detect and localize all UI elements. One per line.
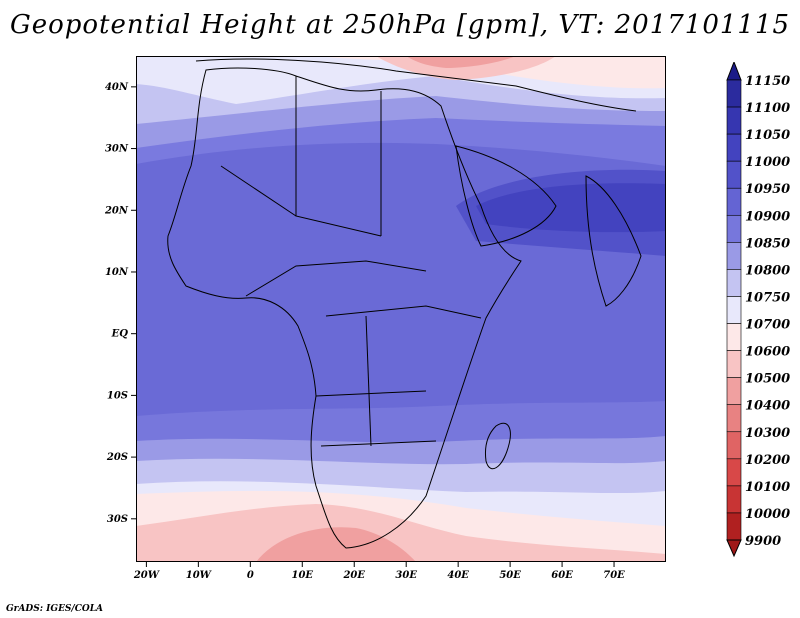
colorbar-swatch (726, 106, 742, 135)
colorbar-swatch (726, 133, 742, 162)
colorbar-swatch (726, 269, 742, 297)
colorbar-swatch (726, 242, 742, 270)
border-8 (365, 315, 372, 447)
lat-tick-label: 10S (107, 390, 128, 401)
colorbar-label: 10400 (745, 399, 790, 414)
colorbar-swatch (726, 431, 742, 460)
lat-tick-label: 30S (107, 514, 128, 525)
band-south-7 (256, 527, 416, 562)
colorbar: 11150 11100 11050 11000 10950 10900 10850 10800… (726, 62, 790, 558)
lon-tick-label: 70E (603, 570, 625, 581)
colorbar-label: 10750 (745, 290, 790, 305)
europe-coast (195, 58, 637, 112)
lat-tick-label: 20N (104, 205, 129, 216)
colorbar-swatch (726, 377, 742, 406)
band-south-6 (136, 504, 666, 562)
border-6 (315, 390, 427, 397)
colorbar-swatch (726, 404, 742, 433)
colorbar-label: 11150 (745, 74, 790, 89)
colorbar-label: 11050 (745, 128, 790, 143)
colorbar-label: 11000 (745, 155, 790, 170)
colorbar-swatch (726, 79, 742, 108)
colorbar-top-arrow (726, 62, 742, 81)
india (585, 175, 642, 307)
lat-tick-label: EQ (111, 329, 129, 340)
colorbar-label: 9900 (745, 534, 781, 549)
lon-tick-label: 0 (247, 570, 254, 581)
lon-tick-label: 50E (499, 570, 521, 581)
high-center-2 (476, 183, 666, 233)
map-frame (136, 56, 666, 562)
arabia (455, 145, 557, 247)
border-5 (325, 305, 482, 319)
lon-tick-label: 40E (447, 570, 469, 581)
geopotential-map (136, 56, 666, 562)
colorbar-swatch (726, 512, 742, 541)
lat-tick-label: 40N (105, 82, 129, 93)
madagascar (485, 422, 511, 470)
lon-tick-label: 10W (186, 570, 213, 581)
africa-outline (167, 67, 522, 549)
colorbar-label: 10500 (745, 372, 790, 387)
colorbar-swatch (726, 458, 742, 487)
grads-credit: GrADS: IGES/COLA (6, 604, 104, 614)
colorbar-swatch (726, 323, 742, 351)
colorbar-bottom-arrow (726, 539, 742, 558)
colorbar-label: 10850 (745, 236, 790, 251)
colorbar-label: 10300 (745, 426, 790, 441)
colorbar-swatch (726, 214, 742, 243)
colorbar-label: 10100 (745, 480, 790, 495)
colorbar-swatch (726, 160, 742, 189)
colorbar-label: 10000 (745, 507, 790, 522)
border-7 (320, 440, 437, 447)
band-north-7 (406, 56, 516, 68)
colorbar-swatch (726, 485, 742, 514)
lat-tick-label: 20S (106, 452, 128, 463)
colorbar-label: 10950 (745, 182, 790, 197)
border-4 (245, 260, 427, 297)
lon-tick-label: 20E (342, 570, 365, 581)
coastlines (167, 58, 642, 549)
colorbar-label: 10200 (745, 453, 790, 468)
colorbar-label: 10800 (745, 263, 790, 278)
lon-tick-label: 20W (133, 570, 161, 581)
lon-tick-label: 30E (395, 570, 417, 581)
colorbar-swatch (726, 350, 742, 378)
map-title: Geopotential Height at 250hPa [gpm], VT:… (9, 10, 791, 40)
colorbar-label: 11100 (745, 101, 790, 116)
lon-tick-label: 60E (551, 570, 573, 581)
colorbar-label: 10900 (745, 209, 790, 224)
lon-tick-label: 10E (292, 570, 314, 581)
lat-tick-label: 10N (105, 267, 129, 278)
colorbar-label: 10700 (745, 318, 790, 333)
border-3 (220, 165, 297, 217)
colorbar-swatch (726, 296, 742, 324)
colorbar-label: 10600 (745, 345, 790, 360)
colorbar-swatch (726, 187, 742, 216)
lat-tick-label: 30N (105, 144, 129, 155)
